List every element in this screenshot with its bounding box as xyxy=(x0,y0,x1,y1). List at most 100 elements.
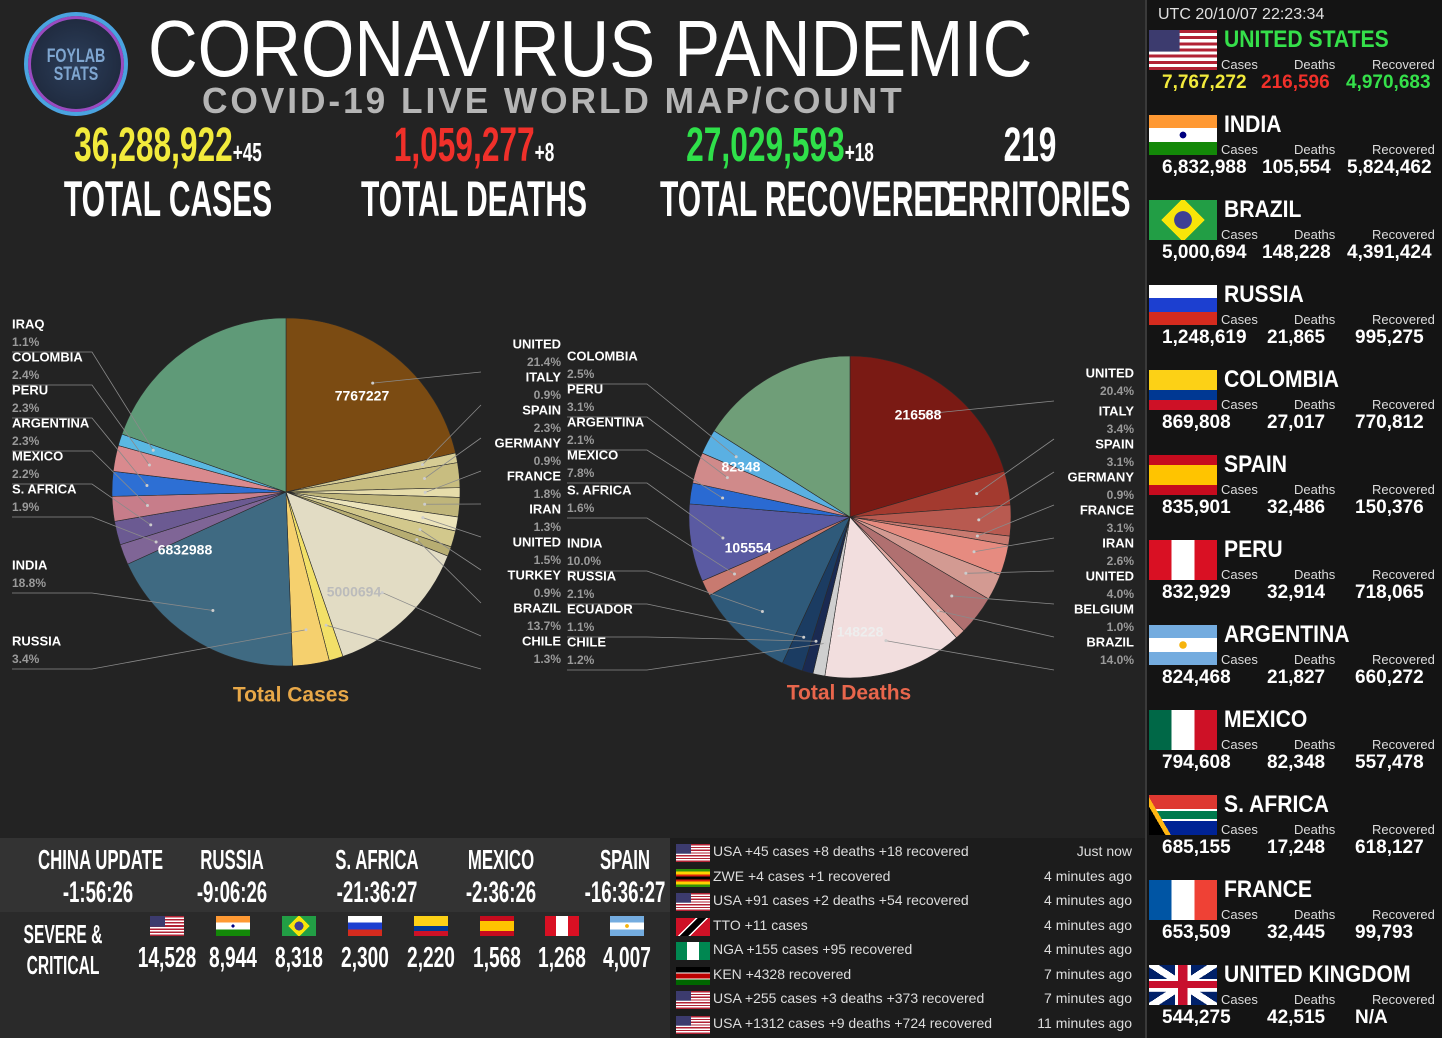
leader-line xyxy=(416,539,482,604)
flag xyxy=(545,916,579,936)
leader-line xyxy=(12,417,148,486)
flag xyxy=(676,966,710,985)
country-cases: 6,832,988 xyxy=(1162,157,1247,178)
country-cases: 544,275 xyxy=(1162,1007,1231,1028)
leader-dot xyxy=(925,412,929,416)
feed-time: 4 minutes ago xyxy=(1044,867,1132,884)
slice-percent: 3.1% xyxy=(567,400,595,414)
country-deaths: 216,596 xyxy=(1261,72,1330,93)
country-name: COLOMBIA xyxy=(1224,366,1339,393)
flag xyxy=(676,893,710,911)
slice-label: UNITED xyxy=(1086,365,1134,380)
leader-line xyxy=(567,642,826,671)
severe-value: 1,568 xyxy=(473,942,521,974)
flag xyxy=(676,942,710,960)
country-cases: 835,901 xyxy=(1162,497,1231,518)
feed-text: USA +45 cases +8 deaths +18 recovered xyxy=(713,843,969,859)
leader-line xyxy=(926,400,1055,415)
country-name: UNITED KINGDOM xyxy=(1224,961,1411,988)
leader-dot xyxy=(977,518,981,522)
slice-percent: 14.0% xyxy=(1100,653,1134,667)
leader-line xyxy=(567,636,817,642)
country-name: UNITED STATES xyxy=(1224,26,1389,53)
leader-dot xyxy=(418,528,422,532)
logo-text: FOYLAB xyxy=(46,46,106,67)
flag xyxy=(1149,455,1217,495)
slice-percent: 1.1% xyxy=(567,620,595,634)
country-name: RUSSIA xyxy=(1224,281,1304,308)
slice-percent: 1.8% xyxy=(534,487,562,501)
column-label: Recovered xyxy=(1372,142,1435,157)
slice-percent: 2.1% xyxy=(567,587,595,601)
leader-dot xyxy=(380,591,384,595)
leader-dot xyxy=(725,476,729,480)
slice-percent: 2.3% xyxy=(12,401,40,415)
column-label: Cases xyxy=(1221,57,1258,72)
total-value: 36,288,922+45 xyxy=(36,118,300,173)
severe-value: 14,528 xyxy=(137,942,197,974)
chart-title: Total Cases xyxy=(233,684,349,707)
flag xyxy=(676,917,710,936)
leader-line xyxy=(567,449,723,499)
flag xyxy=(1149,880,1217,920)
country-cases: 653,509 xyxy=(1162,922,1231,943)
column-label: Recovered xyxy=(1372,567,1435,582)
feed-time: 4 minutes ago xyxy=(1044,916,1132,933)
slice-percent: 2.3% xyxy=(534,421,562,435)
leader-dot xyxy=(936,609,940,613)
flag xyxy=(1149,965,1217,1005)
column-label: Recovered xyxy=(1372,57,1435,72)
column-label: Recovered xyxy=(1372,397,1435,412)
clock-time: -21:36:27 xyxy=(336,876,418,909)
flag xyxy=(1149,285,1217,325)
slice-percent: 1.0% xyxy=(1107,620,1135,634)
slice-annotation: 148228 xyxy=(837,624,884,640)
slice-percent: 2.2% xyxy=(12,467,40,481)
country-name: ARGENTINA xyxy=(1224,621,1350,648)
slice-percent: 18.8% xyxy=(12,576,46,590)
country-deaths: 82,348 xyxy=(1267,752,1326,773)
leader-line xyxy=(938,610,1055,638)
slice-label: PERU xyxy=(567,381,603,396)
column-label: Cases xyxy=(1221,397,1258,412)
column-label: Recovered xyxy=(1372,822,1435,837)
slice-percent: 13.7% xyxy=(527,619,561,633)
slice-label: PERU xyxy=(12,382,48,397)
slice-percent: 1.5% xyxy=(534,553,562,567)
column-label: Deaths xyxy=(1294,142,1336,157)
flag xyxy=(480,916,514,936)
country-deaths: 32,445 xyxy=(1267,922,1326,943)
severe-label: CRITICAL xyxy=(26,950,100,980)
leader-line xyxy=(12,592,213,611)
severe-value: 1,268 xyxy=(538,942,586,974)
slice-label: S. AFRICA xyxy=(12,481,77,496)
column-label: Recovered xyxy=(1372,227,1435,242)
leader-line xyxy=(567,570,763,612)
country-recovered: 5,824,462 xyxy=(1347,157,1432,178)
slice-annotation: 105554 xyxy=(725,540,772,556)
column-label: Deaths xyxy=(1294,907,1336,922)
feed-panel xyxy=(670,838,1145,1038)
country-cases: 685,155 xyxy=(1162,837,1231,858)
leader-dot xyxy=(423,476,427,480)
pie-slice xyxy=(285,317,456,493)
pie-slice xyxy=(708,516,851,664)
country-cases: 7,767,272 xyxy=(1162,72,1247,93)
severe-value: 2,220 xyxy=(407,942,455,974)
slice-label: IRAN xyxy=(529,501,561,516)
slice-label: ITALY xyxy=(526,369,562,384)
slice-percent: 7.8% xyxy=(567,466,595,480)
chart-title: Total Deaths xyxy=(787,682,911,705)
column-label: Deaths xyxy=(1294,652,1336,667)
clock-name: MEXICO xyxy=(467,844,535,875)
feed-text: USA +255 cases +3 deaths +373 recovered xyxy=(713,990,985,1006)
total-number: 219 xyxy=(1003,119,1057,172)
leader-dot xyxy=(972,550,976,554)
leader-line xyxy=(567,482,724,539)
total-number: 36,288,922 xyxy=(74,119,233,172)
slice-label: RUSSIA xyxy=(12,633,62,648)
slice-label: BRAZIL xyxy=(513,600,561,615)
leader-line xyxy=(885,640,1055,671)
leader-dot xyxy=(147,463,151,467)
